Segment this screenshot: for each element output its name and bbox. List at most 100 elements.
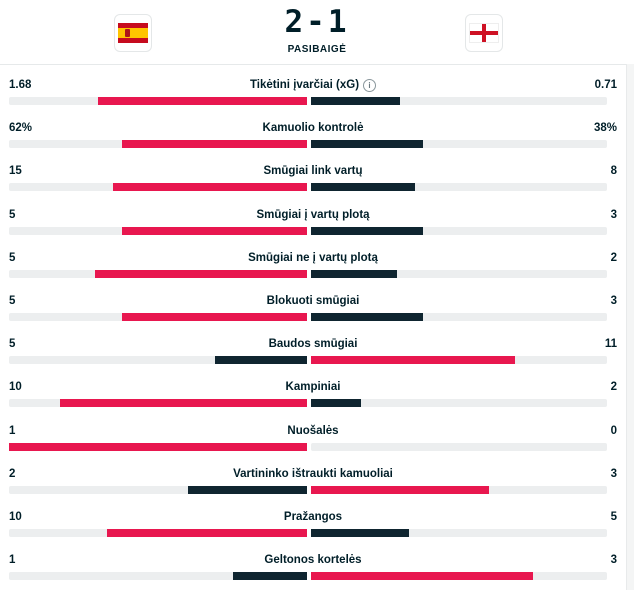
match-score: 2-1	[284, 4, 350, 40]
stat-row: 5 Blokuoti smūgiai 3	[0, 289, 626, 332]
away-stat-value: 2	[610, 251, 617, 264]
away-stat-bar	[311, 572, 533, 581]
match-header: 2-1 PASIBAIGĖ	[0, 0, 634, 65]
home-stat-value: 1.68	[9, 79, 32, 91]
stat-label: Geltonos kortelės	[0, 554, 626, 566]
stat-label-text: Blokuoti smūgiai	[266, 295, 360, 307]
home-stat-bar	[122, 226, 307, 235]
away-stat-bar-track	[311, 183, 607, 192]
home-stat-value: 5	[9, 295, 16, 307]
stat-row: 2 Vartininko ištraukti kamuoliai 3	[0, 462, 626, 505]
home-stat-bar-track	[9, 140, 307, 149]
stat-label: Baudos smūgiai	[0, 338, 626, 350]
info-icon[interactable]: i	[363, 79, 377, 92]
home-stat-bar	[214, 356, 307, 365]
home-stat-bar	[122, 313, 307, 321]
stat-label-text: Nuošalės	[287, 424, 339, 437]
stat-label-text: Tikėtini įvarčiai (xG)	[249, 79, 360, 91]
stat-label-text: Kampiniai	[285, 381, 341, 394]
home-stat-bar	[113, 183, 307, 192]
stat-label: Kamuolio kontrolė	[0, 122, 626, 134]
spain-flag-icon	[118, 23, 148, 43]
home-stat-bar-track	[9, 529, 307, 537]
away-stat-bar	[311, 269, 397, 278]
home-team-flag[interactable]	[114, 14, 152, 52]
away-stat-value: 11	[604, 338, 617, 351]
stat-row: 1 Nuošalės 0	[0, 419, 626, 462]
away-stat-bar-track	[311, 269, 607, 278]
away-stat-bar	[311, 140, 424, 149]
home-stat-bar-track	[9, 399, 307, 408]
stat-row: 1.68 Tikėtini įvarčiai (xG) i 0.71	[0, 73, 626, 116]
home-stat-value: 2	[9, 467, 16, 480]
away-stat-value: 3	[610, 295, 617, 307]
match-status: PASIBAIGĖ	[287, 44, 347, 55]
stat-label: Smūgiai ne į vartų plotą	[0, 252, 626, 264]
home-stat-bar	[232, 572, 307, 581]
away-stat-value: 0.71	[594, 79, 617, 91]
home-stat-bar-track	[9, 226, 307, 235]
stat-label-text: Smūgiai į vartų plotą	[256, 208, 370, 221]
home-stat-value: 62%	[9, 122, 33, 135]
away-stat-bar-track	[311, 442, 607, 451]
away-stat-bar	[311, 226, 424, 235]
stat-label-text: Baudos smūgiai	[268, 338, 358, 351]
stat-label: Nuošalės	[0, 425, 626, 437]
away-stat-value: 3	[610, 554, 617, 567]
away-stat-value: 0	[610, 424, 617, 437]
away-stat-bar	[311, 97, 400, 105]
home-stat-bar	[9, 442, 307, 451]
stat-row: 1 Geltonos kortelės 3	[0, 548, 626, 591]
stat-label-text: Vartininko ištraukti kamuoliai	[233, 467, 393, 480]
home-stat-bar-track	[9, 356, 307, 365]
away-stat-bar-track	[311, 226, 607, 235]
away-stat-bar	[311, 399, 362, 408]
stat-label: Vartininko ištraukti kamuoliai	[0, 468, 626, 480]
stat-row: 5 Smūgiai ne į vartų plotą 2	[0, 246, 626, 289]
stat-row: 10 Pražangos 5	[0, 505, 626, 548]
home-stat-bar-track	[9, 269, 307, 278]
stat-label-text: Geltonos kortelės	[264, 554, 362, 567]
stat-label-text: Smūgiai ne į vartų plotą	[248, 251, 378, 264]
scrollbar[interactable]	[626, 64, 634, 590]
stat-label: Tikėtini įvarčiai (xG) i	[0, 79, 626, 92]
home-stat-value: 5	[9, 208, 16, 221]
home-stat-value: 10	[9, 381, 22, 394]
away-stat-bar-track	[311, 140, 607, 149]
stat-label-text: Pražangos	[283, 511, 343, 523]
stat-label: Smūgiai į vartų plotą	[0, 209, 626, 221]
stat-row: 5 Baudos smūgiai 11	[0, 332, 626, 375]
home-stat-bar	[59, 399, 307, 408]
home-stat-bar	[98, 97, 307, 105]
stat-row: 15 Smūgiai link vartų 8	[0, 159, 626, 202]
stat-row: 5 Smūgiai į vartų plotą 3	[0, 203, 626, 246]
away-stat-bar-track	[311, 356, 607, 365]
away-stat-value: 3	[610, 467, 617, 480]
home-stat-value: 15	[9, 165, 22, 178]
away-stat-bar	[311, 183, 415, 192]
away-team-flag[interactable]	[465, 14, 503, 52]
stat-label: Pražangos	[0, 511, 626, 523]
stat-label-text: Smūgiai link vartų	[263, 165, 363, 178]
away-stat-bar-track	[311, 97, 607, 105]
home-stat-bar-track	[9, 572, 307, 581]
home-stat-value: 10	[9, 511, 22, 523]
away-stat-bar	[311, 529, 409, 537]
away-stat-value: 2	[610, 381, 617, 394]
home-stat-bar-track	[9, 313, 307, 321]
away-stat-value: 8	[610, 165, 617, 178]
away-stat-bar-track	[311, 572, 607, 581]
away-stat-bar-track	[311, 529, 607, 537]
away-stat-value: 3	[610, 208, 617, 221]
away-stat-bar	[311, 356, 516, 365]
stat-row: 10 Kampiniai 2	[0, 375, 626, 418]
away-stat-bar	[311, 485, 489, 494]
home-stat-value: 5	[9, 251, 16, 264]
away-stat-bar	[311, 313, 424, 321]
home-stat-value: 1	[9, 554, 16, 567]
stat-label: Blokuoti smūgiai	[0, 295, 626, 307]
home-stat-bar	[95, 269, 307, 278]
away-stat-bar-track	[311, 313, 607, 321]
stat-row: 62% Kamuolio kontrolė 38%	[0, 116, 626, 159]
england-flag-icon	[469, 23, 499, 43]
